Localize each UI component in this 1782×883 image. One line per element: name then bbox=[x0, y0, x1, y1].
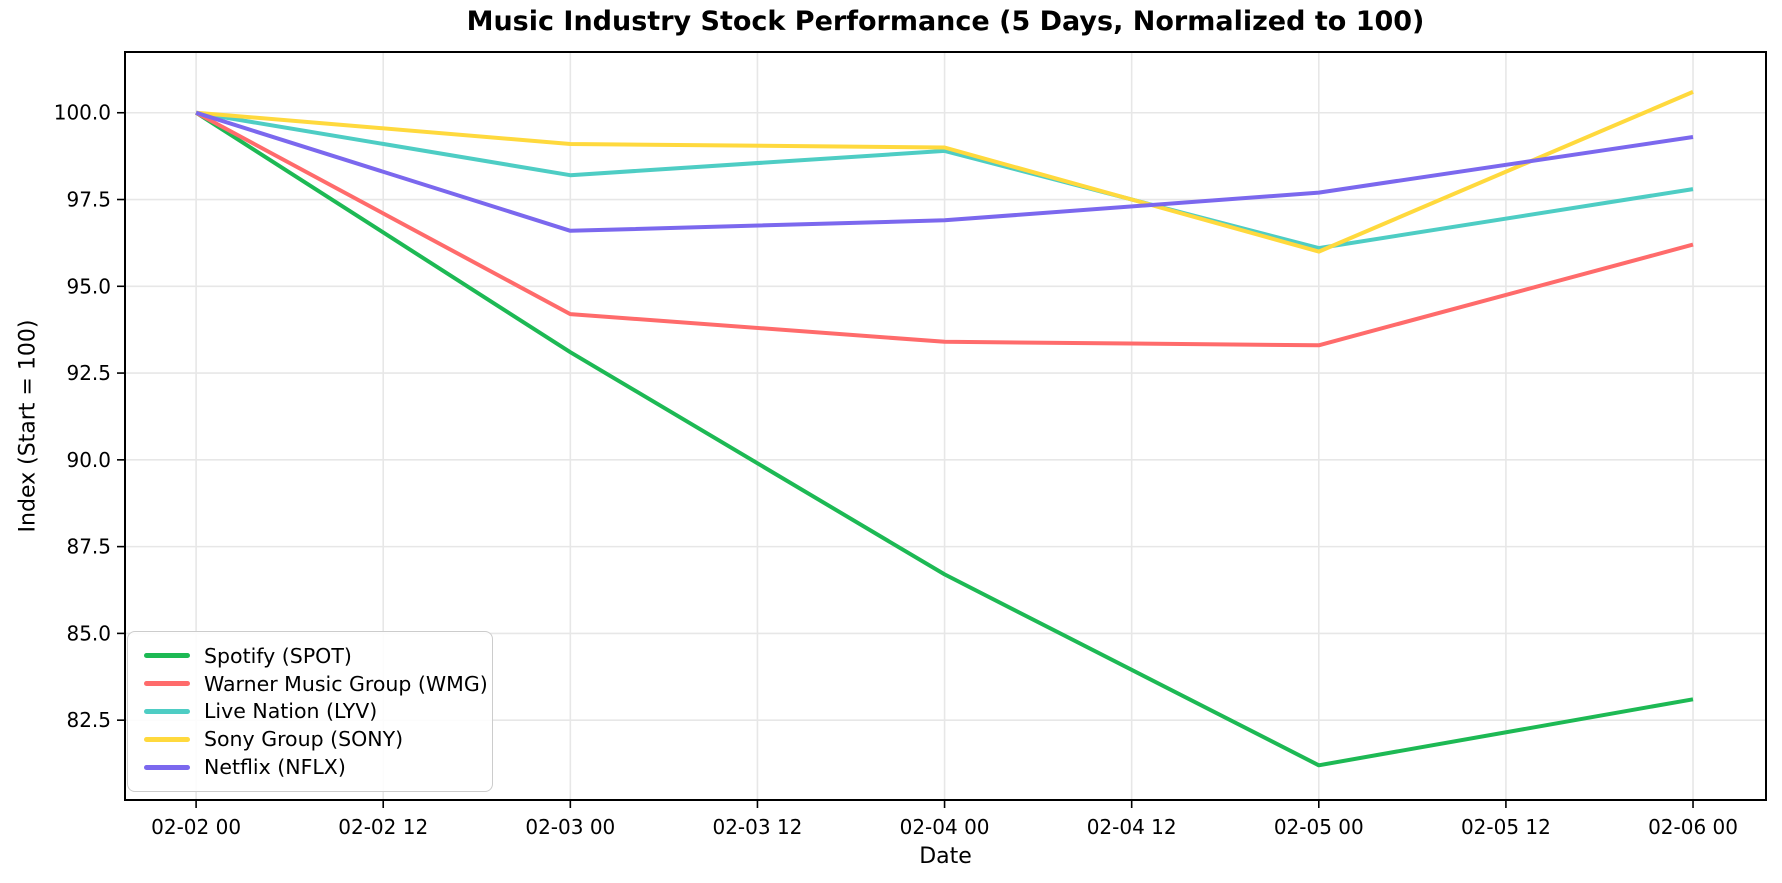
sony-line-icon bbox=[144, 736, 190, 742]
svg-text:02-02 12: 02-02 12 bbox=[338, 815, 428, 839]
legend-label-sony: Sony Group (SONY) bbox=[204, 727, 404, 752]
y-axis-label: Index (Start = 100) bbox=[15, 319, 41, 533]
legend-item-wmg: Warner Music Group (WMG) bbox=[144, 670, 488, 698]
svg-text:02-03 12: 02-03 12 bbox=[712, 815, 802, 839]
legend-label-lyv: Live Nation (LYV) bbox=[204, 699, 378, 724]
nflx-line-icon bbox=[144, 764, 190, 770]
svg-text:02-05 12: 02-05 12 bbox=[1461, 815, 1551, 839]
legend-item-spotify: Spotify (SPOT) bbox=[144, 642, 476, 670]
svg-text:90.0: 90.0 bbox=[66, 448, 111, 472]
chart-title: Music Industry Stock Performance (5 Days… bbox=[466, 6, 1425, 37]
legend: Spotify (SPOT) Warner Music Group (WMG) … bbox=[127, 631, 493, 792]
svg-text:100.0: 100.0 bbox=[54, 101, 111, 125]
svg-text:02-03 00: 02-03 00 bbox=[525, 815, 615, 839]
legend-label-nflx: Netflix (NFLX) bbox=[204, 755, 346, 780]
legend-item-nflx: Netflix (NFLX) bbox=[144, 753, 476, 781]
x-axis-label: Date bbox=[919, 844, 972, 869]
svg-text:02-05 00: 02-05 00 bbox=[1274, 815, 1364, 839]
legend-item-lyv: Live Nation (LYV) bbox=[144, 698, 476, 726]
svg-text:97.5: 97.5 bbox=[66, 188, 111, 212]
svg-text:95.0: 95.0 bbox=[66, 274, 111, 298]
svg-text:82.5: 82.5 bbox=[66, 708, 111, 732]
svg-text:02-04 12: 02-04 12 bbox=[1087, 815, 1177, 839]
legend-label-wmg: Warner Music Group (WMG) bbox=[204, 671, 488, 696]
legend-label-spotify: Spotify (SPOT) bbox=[204, 643, 352, 668]
lyv-line-icon bbox=[144, 708, 190, 714]
legend-item-sony: Sony Group (SONY) bbox=[144, 725, 476, 753]
svg-text:87.5: 87.5 bbox=[66, 535, 111, 559]
svg-text:02-06 00: 02-06 00 bbox=[1648, 815, 1738, 839]
svg-text:92.5: 92.5 bbox=[66, 361, 111, 385]
svg-text:02-02 00: 02-02 00 bbox=[151, 815, 241, 839]
wmg-line-icon bbox=[144, 681, 190, 687]
svg-text:85.0: 85.0 bbox=[66, 621, 111, 645]
spotify-line-icon bbox=[144, 653, 190, 659]
svg-text:02-04 00: 02-04 00 bbox=[900, 815, 990, 839]
